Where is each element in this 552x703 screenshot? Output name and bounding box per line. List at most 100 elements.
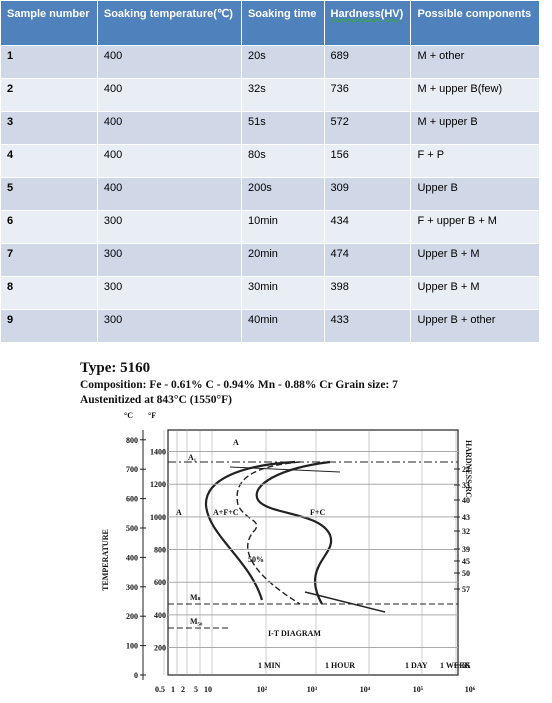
region-label: A₁ bbox=[188, 453, 197, 462]
table-cell: 30min bbox=[240, 276, 325, 310]
table-cell: 300 bbox=[96, 309, 242, 343]
hardness-tick-label: 43 bbox=[462, 513, 470, 522]
header-cell: Sample number bbox=[0, 0, 98, 46]
table-cell: 689 bbox=[323, 45, 412, 79]
region-label: I-T DIAGRAM bbox=[268, 629, 321, 638]
table-cell: F + upper B + M bbox=[410, 210, 540, 244]
table-cell: 200s bbox=[240, 177, 325, 211]
table-cell: 309 bbox=[323, 177, 412, 211]
region-label: A bbox=[176, 508, 182, 517]
table-cell: M + upper B(few) bbox=[410, 78, 540, 112]
c-tick-label: 400 bbox=[126, 553, 138, 562]
half-curve bbox=[236, 461, 301, 605]
table-cell: 51s bbox=[240, 111, 325, 145]
c-tick-label: 700 bbox=[126, 465, 138, 474]
table-cell: F + P bbox=[410, 144, 540, 178]
table-cell: 3 bbox=[0, 111, 98, 145]
table-cell: 400 bbox=[96, 45, 242, 79]
table-cell: 40min bbox=[240, 309, 325, 343]
region-label: Mₛ bbox=[190, 593, 201, 602]
c-line bbox=[229, 466, 341, 473]
table-cell: 9 bbox=[0, 309, 98, 343]
x-tick-label: 10³ bbox=[307, 685, 318, 694]
hardness-tick-label: 33 bbox=[462, 481, 470, 490]
it-diagram: Type: 5160 Composition: Fe - 0.61% C - 0… bbox=[80, 360, 476, 694]
table-cell: Upper B + M bbox=[410, 276, 540, 310]
header-row: Sample number Soaking temperature(℃) Soaki… bbox=[0, 0, 540, 46]
x-tick-label: 10² bbox=[257, 685, 268, 694]
table-cell: 5 bbox=[0, 177, 98, 211]
c-tick-label: 600 bbox=[126, 495, 138, 504]
diagram-title: Type: 5160 bbox=[80, 360, 150, 376]
table-cell: 300 bbox=[96, 210, 242, 244]
f-tick-label: 200 bbox=[154, 644, 166, 653]
table-cell: 400 bbox=[96, 111, 242, 145]
header-cell: Soaking temperature(℃) bbox=[96, 0, 242, 46]
table-cell: 10min bbox=[240, 210, 325, 244]
time-mark: 1 MIN bbox=[258, 661, 281, 670]
region-label: A+F+C bbox=[213, 508, 239, 517]
table-cell: 736 bbox=[323, 78, 412, 112]
region-label: F+C bbox=[310, 508, 325, 517]
c-tick-label: 800 bbox=[126, 436, 138, 445]
region-label: A bbox=[233, 438, 239, 447]
hardness-tick-label: 32 bbox=[462, 527, 470, 536]
c-tick-label: 200 bbox=[126, 612, 138, 621]
grid bbox=[163, 430, 457, 675]
plot-frame bbox=[167, 429, 459, 676]
table-body: 1 400 20s 689 M + other 2 400 32s 736 M + upper B… bbox=[0, 45, 540, 343]
table-cell: 20min bbox=[240, 243, 325, 277]
hardness-tick-label: 39 bbox=[462, 545, 470, 554]
hardness-tick-label: 22 bbox=[462, 465, 470, 474]
table-row: 9 300 40min 433 Upper B + other bbox=[0, 309, 540, 343]
table-row: 1 400 20s 689 M + other bbox=[0, 45, 540, 79]
f-tick-label: 600 bbox=[154, 578, 166, 587]
table-cell: 300 bbox=[96, 243, 242, 277]
x-tick-label: 10⁶ bbox=[465, 685, 476, 694]
table-row: 3 400 51s 572 M + upper B bbox=[0, 111, 540, 145]
data-table: Sample number Soaking temperature(℃) Soaki… bbox=[0, 0, 540, 343]
y-label: TEMPERATURE bbox=[101, 529, 110, 591]
table-cell: 474 bbox=[323, 243, 412, 277]
table-cell: 156 bbox=[323, 144, 412, 178]
table-row: 2 400 32s 736 M + upper B(few) bbox=[0, 78, 540, 112]
table-row: 5 400 200s 309 Upper B bbox=[0, 177, 540, 211]
region-label: 50% bbox=[248, 555, 264, 564]
time-mark: 1 DAY bbox=[405, 661, 428, 670]
f-tick-label: 1400 bbox=[150, 448, 166, 457]
austenitized: Austenitized at 843°C (1550°F) bbox=[80, 394, 232, 406]
x-tick-label: 10 bbox=[204, 685, 212, 694]
x-tick-label: 2 bbox=[181, 685, 185, 694]
table-row: 4 400 80s 156 F + P bbox=[0, 144, 540, 178]
table-cell: 8 bbox=[0, 276, 98, 310]
table-cell: 572 bbox=[323, 111, 412, 145]
table-cell: 434 bbox=[323, 210, 412, 244]
table-cell: 400 bbox=[96, 144, 242, 178]
table-cell: 20s bbox=[240, 45, 325, 79]
table-row: 7 300 20min 474 Upper B + M bbox=[0, 243, 540, 277]
finish-curve bbox=[255, 460, 333, 605]
table-cell: Upper B + M bbox=[410, 243, 540, 277]
hardness-tick-label: 65 bbox=[462, 661, 470, 670]
hardness-line bbox=[304, 591, 386, 613]
f-tick-label: 1200 bbox=[150, 480, 166, 489]
right-label: HARDNESS-RC bbox=[464, 440, 473, 498]
table-cell: 398 bbox=[323, 276, 412, 310]
hardness-tick-label: 57 bbox=[462, 585, 470, 594]
c-tick-label: 0 bbox=[134, 671, 138, 680]
header-cell: Soaking time bbox=[240, 0, 325, 46]
table-cell: 433 bbox=[323, 309, 412, 343]
table-cell: Upper B bbox=[410, 177, 540, 211]
c-tick-label: 500 bbox=[126, 524, 138, 533]
composition: Composition: Fe - 0.61% C - 0.94% Mn - 0… bbox=[80, 379, 398, 391]
start-curve bbox=[204, 460, 296, 601]
x-tick-label: 10⁵ bbox=[413, 685, 424, 694]
table-cell: 32s bbox=[240, 78, 325, 112]
table-cell: 1 bbox=[0, 45, 98, 79]
table-row: 8 300 30min 398 Upper B + M bbox=[0, 276, 540, 310]
table-row: 6 300 10min 434 F + upper B + M bbox=[0, 210, 540, 244]
table-cell: 80s bbox=[240, 144, 325, 178]
x-tick-label: 5 bbox=[194, 685, 198, 694]
x-tick-label: 0.5 bbox=[155, 685, 165, 694]
x-tick-label: 10⁴ bbox=[360, 685, 371, 694]
